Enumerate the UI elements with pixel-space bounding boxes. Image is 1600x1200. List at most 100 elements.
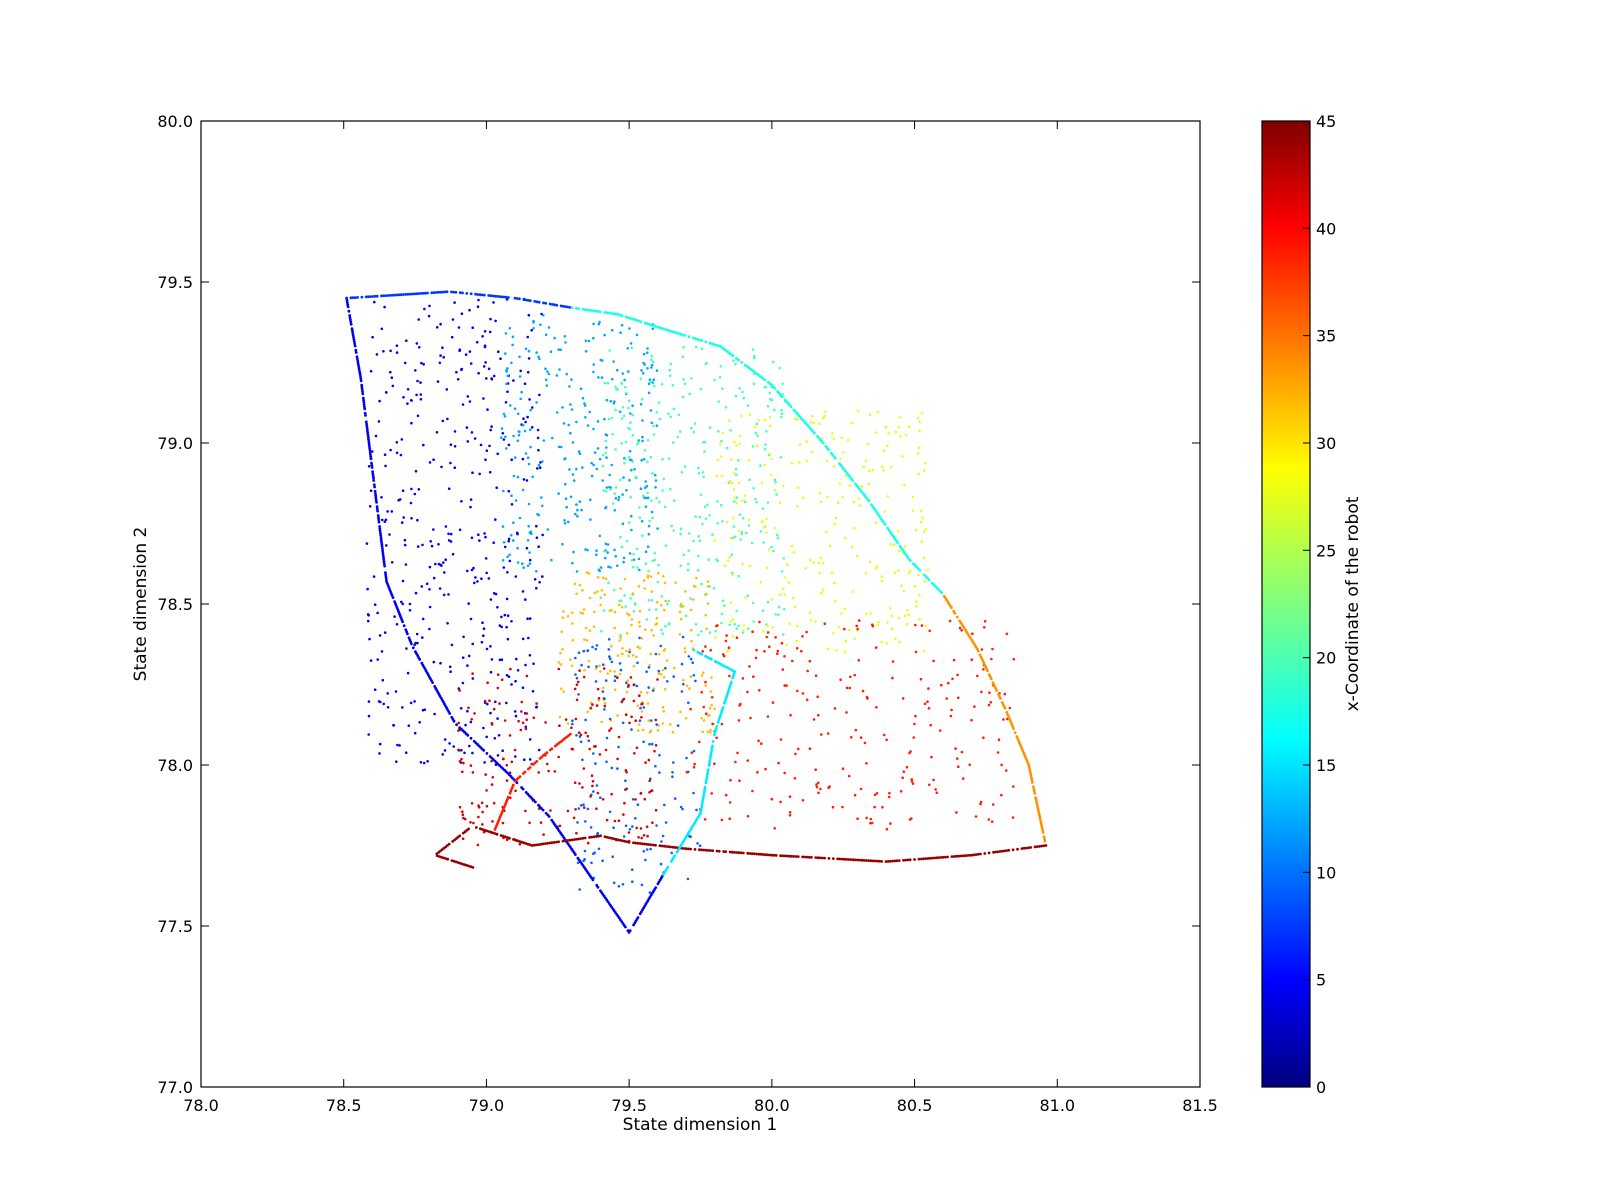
boundary-point bbox=[739, 851, 743, 855]
scatter-point bbox=[617, 745, 620, 749]
boundary-point bbox=[780, 395, 784, 398]
scatter-point bbox=[689, 426, 693, 430]
scatter-point bbox=[646, 438, 650, 442]
scatter-point bbox=[894, 430, 898, 434]
scatter-point bbox=[982, 736, 985, 739]
x-tick-label: 79.5 bbox=[611, 1096, 647, 1115]
scatter-point bbox=[400, 521, 404, 524]
scatter-point bbox=[733, 500, 736, 503]
scatter-point bbox=[1003, 692, 1007, 696]
scatter-point bbox=[502, 757, 505, 761]
scatter-point bbox=[486, 681, 489, 684]
scatter-point bbox=[495, 486, 499, 490]
scatter-point bbox=[658, 771, 661, 774]
scatter-point bbox=[522, 417, 525, 421]
scatter-point bbox=[817, 713, 820, 717]
scatter-point bbox=[657, 401, 661, 404]
scatter-point bbox=[697, 633, 700, 637]
scatter-point bbox=[631, 460, 634, 463]
scatter-point bbox=[746, 759, 749, 762]
scatter-point bbox=[734, 362, 737, 366]
scatter-point bbox=[484, 535, 487, 539]
scatter-point bbox=[921, 516, 924, 519]
scatter-point bbox=[679, 564, 682, 568]
scatter-point bbox=[428, 627, 431, 631]
boundary-point bbox=[755, 852, 758, 856]
scatter-point bbox=[490, 721, 494, 725]
scatter-point bbox=[684, 717, 688, 720]
scatter-point bbox=[409, 701, 413, 705]
scatter-point bbox=[529, 408, 532, 412]
boundary-point bbox=[588, 836, 591, 839]
scatter-point bbox=[503, 613, 507, 617]
scatter-point bbox=[760, 742, 763, 745]
scatter-point bbox=[1011, 816, 1015, 819]
scatter-point bbox=[604, 451, 607, 455]
boundary-point bbox=[706, 772, 709, 776]
scatter-point bbox=[683, 465, 687, 468]
boundary-point bbox=[998, 850, 1002, 853]
scatter-point bbox=[599, 596, 603, 599]
scatter-point bbox=[779, 593, 782, 596]
scatter-point bbox=[638, 694, 641, 697]
scatter-point bbox=[856, 627, 859, 631]
scatter-point bbox=[576, 508, 579, 512]
boundary-point bbox=[469, 736, 473, 740]
boundary-point bbox=[831, 857, 835, 860]
scatter-point bbox=[592, 370, 595, 374]
scatter-point bbox=[528, 562, 532, 565]
scatter-point bbox=[624, 457, 627, 461]
scatter-point bbox=[694, 622, 698, 626]
plot-area: 78.0 78.5 79.0 79.5 80.0 80.5 81.0 81.5 77.077.… bbox=[131, 112, 1218, 1135]
scatter-point bbox=[585, 639, 589, 642]
scatter-point bbox=[637, 620, 641, 624]
scatter-point bbox=[706, 580, 710, 583]
boundary-point bbox=[643, 842, 646, 846]
scatter-point bbox=[371, 335, 374, 339]
scatter-points bbox=[345, 290, 1048, 934]
boundary-point bbox=[1025, 759, 1029, 763]
scatter-point bbox=[576, 680, 580, 684]
scatter-point bbox=[440, 564, 443, 567]
scatter-point bbox=[719, 365, 723, 368]
scatter-point bbox=[601, 464, 605, 468]
scatter-point bbox=[618, 662, 622, 665]
scatter-point bbox=[489, 670, 493, 674]
scatter-point bbox=[751, 789, 754, 793]
scatter-point bbox=[562, 610, 565, 613]
scatter-point bbox=[501, 559, 505, 562]
scatter-point bbox=[957, 696, 960, 700]
scatter-point bbox=[845, 686, 849, 690]
scatter-point bbox=[687, 701, 690, 705]
scatter-point bbox=[708, 706, 712, 710]
scatter-point bbox=[607, 565, 610, 568]
boundary-point bbox=[512, 838, 515, 841]
scatter-point bbox=[518, 842, 522, 846]
scatter-point bbox=[547, 769, 550, 773]
scatter-point bbox=[631, 825, 634, 828]
scatter-point bbox=[612, 502, 615, 505]
scatter-point bbox=[729, 778, 732, 782]
scatter-point bbox=[627, 831, 631, 834]
scatter-point bbox=[496, 606, 499, 609]
scatter-point bbox=[712, 587, 716, 590]
scatter-point bbox=[458, 760, 462, 763]
scatter-point bbox=[371, 450, 374, 453]
scatter-point bbox=[740, 499, 744, 503]
scatter-point bbox=[419, 381, 422, 384]
scatter-point bbox=[889, 607, 892, 610]
scatter-point bbox=[481, 810, 484, 814]
scatter-point bbox=[447, 539, 451, 542]
scatter-point bbox=[482, 365, 486, 368]
scatter-point bbox=[369, 659, 373, 662]
scatter-point bbox=[502, 412, 506, 416]
scatter-point bbox=[625, 539, 629, 543]
scatter-point bbox=[608, 609, 612, 612]
scatter-point bbox=[785, 684, 788, 687]
scatter-point bbox=[623, 801, 626, 805]
scatter-point bbox=[512, 521, 515, 524]
boundary-point bbox=[526, 298, 530, 302]
boundary-point bbox=[537, 843, 541, 846]
boundary-point bbox=[1005, 849, 1008, 852]
